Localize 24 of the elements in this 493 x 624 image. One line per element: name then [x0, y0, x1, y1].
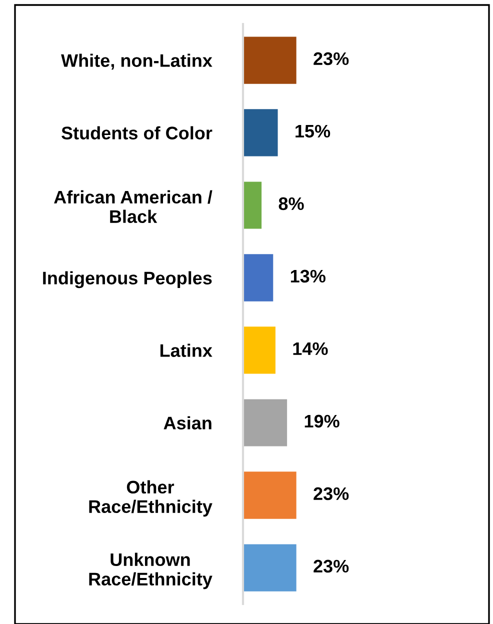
y-tick-label: Unknown Race/Ethnicity — [89, 552, 212, 590]
data-label: 19% — [304, 414, 340, 428]
bar — [243, 109, 278, 156]
y-tick-label: Indigenous Peoples — [43, 271, 212, 288]
bar — [243, 254, 274, 302]
data-label: 8% — [278, 197, 304, 210]
data-label: 14% — [293, 342, 328, 356]
data-label: 23% — [314, 487, 349, 500]
y-tick-label: Asian — [164, 416, 212, 430]
y-tick-label: Students of Color — [62, 126, 212, 140]
bar — [243, 472, 296, 519]
bar — [243, 182, 262, 229]
data-label: 23% — [314, 560, 349, 573]
data-label: 15% — [296, 124, 330, 138]
data-label: 23% — [314, 52, 349, 66]
y-tick-label: White, non-Latinx — [61, 54, 212, 70]
y-tick-label: Latinx — [160, 344, 212, 357]
bar — [243, 544, 296, 592]
data-label: 13% — [290, 270, 326, 283]
bar — [243, 36, 296, 84]
bar — [243, 326, 276, 374]
y-tick-label: Other Race/Ethnicity — [89, 480, 212, 517]
bar — [243, 399, 288, 446]
y-tick-label: African American / Black — [54, 190, 212, 224]
